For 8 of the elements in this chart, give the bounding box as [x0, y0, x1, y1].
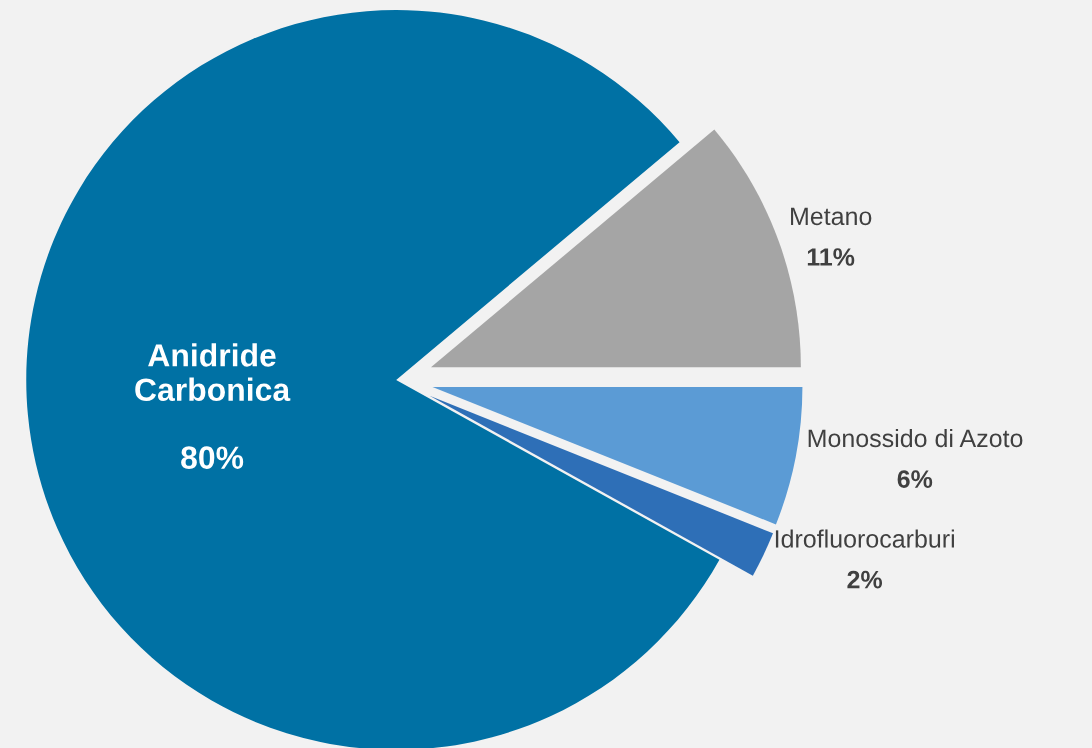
data-label: 2% [847, 570, 883, 589]
slice-label: Idrofluorocarburi [775, 529, 954, 548]
data-label: 11% [807, 248, 855, 266]
data-label: 6% [897, 470, 933, 488]
data-label: 80% [181, 446, 244, 469]
slice-label: Metano [791, 207, 872, 226]
slice-label: Anidride Carbonica [135, 343, 291, 402]
slice-label: Monossido di Azoto [808, 428, 1023, 448]
